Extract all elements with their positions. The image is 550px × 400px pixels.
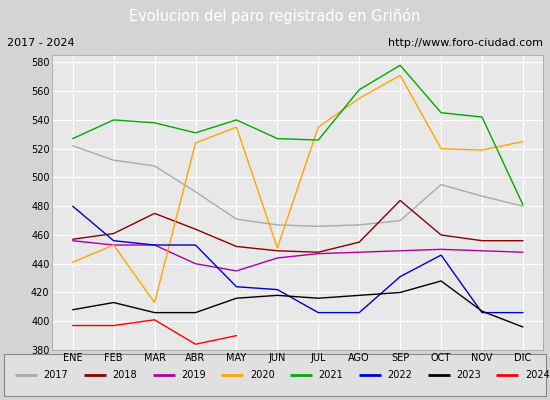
FancyBboxPatch shape: [4, 354, 546, 396]
Text: 2020: 2020: [250, 370, 275, 380]
Text: 2018: 2018: [113, 370, 137, 380]
Text: 2023: 2023: [456, 370, 481, 380]
Text: 2019: 2019: [182, 370, 206, 380]
Text: 2017: 2017: [44, 370, 68, 380]
Text: 2022: 2022: [387, 370, 412, 380]
Text: Evolucion del paro registrado en Griñón: Evolucion del paro registrado en Griñón: [129, 8, 421, 24]
Text: 2024: 2024: [525, 370, 550, 380]
Text: 2017 - 2024: 2017 - 2024: [7, 38, 74, 48]
Text: http://www.foro-ciudad.com: http://www.foro-ciudad.com: [388, 38, 543, 48]
Text: 2021: 2021: [319, 370, 343, 380]
